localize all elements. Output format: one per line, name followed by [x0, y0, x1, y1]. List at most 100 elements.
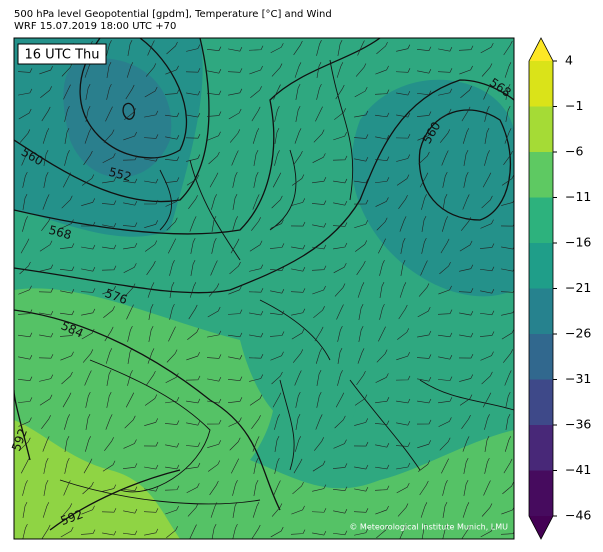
wind-barb: [106, 84, 112, 100]
wind-barb: [334, 415, 346, 429]
wind-barb: [501, 268, 514, 272]
wind-barb: [64, 458, 70, 474]
wind-barb: [251, 217, 261, 231]
wind-barb: [396, 462, 411, 470]
wind-barb: [105, 106, 113, 122]
wind-barb: [398, 195, 408, 210]
wind-barb: [39, 374, 54, 382]
wind-barb: [293, 458, 303, 474]
wind-barb: [273, 84, 281, 100]
wind-barb: [81, 267, 96, 272]
wind-barb: [229, 129, 241, 143]
wind-barb: [105, 348, 113, 364]
wind-barb: [125, 392, 135, 408]
wind-barb: [18, 397, 33, 403]
wind-barb: [81, 174, 95, 186]
wind-barb: [312, 285, 326, 295]
wind-barb: [379, 281, 385, 298]
wind-barb: [312, 244, 327, 250]
wind-barb: [126, 304, 134, 320]
wind-barb: [459, 310, 474, 316]
wind-barb: [43, 479, 49, 496]
wind-barb: [295, 392, 301, 408]
wind-barb: [354, 486, 369, 492]
wind-barb: [143, 199, 159, 205]
wind-barb: [270, 243, 285, 249]
wind-barb: [396, 174, 410, 186]
wind-barb: [253, 171, 259, 188]
wind-barb: [505, 105, 511, 122]
wind-barb: [62, 172, 72, 188]
wind-barb: [85, 392, 91, 408]
mid-region: [240, 337, 357, 433]
wind-barb: [165, 443, 180, 448]
wind-barb: [292, 481, 304, 495]
wind-barb: [39, 394, 53, 406]
wind-barb: [249, 65, 263, 75]
wind-barb: [395, 442, 411, 447]
wind-barb: [63, 480, 71, 496]
wind-barb: [334, 108, 347, 120]
wind-barb: [251, 106, 261, 122]
wind-barb: [463, 171, 469, 188]
wind-barb: [232, 172, 238, 188]
wind-barb: [228, 332, 243, 338]
wind-barb: [102, 530, 117, 536]
wind-barb: [144, 418, 159, 426]
wind-barb: [102, 484, 117, 492]
wind-barb: [122, 155, 138, 161]
wind-barb: [438, 376, 453, 381]
wind-barb: [165, 65, 179, 75]
colorbar-tick-label: −31: [565, 371, 591, 386]
wind-barb: [123, 131, 137, 141]
colorbar-extend-bottom: [529, 516, 553, 539]
wind-barb: [41, 524, 51, 539]
wind-barb: [102, 223, 117, 228]
wind-barb: [250, 86, 262, 99]
wind-barb: [503, 349, 514, 363]
wind-barb: [479, 331, 495, 337]
wind-barb: [357, 348, 365, 364]
wind-barb: [207, 330, 222, 338]
wind-barb: [39, 264, 54, 272]
wind-barb: [230, 238, 240, 254]
wind-barb: [272, 392, 282, 408]
wind-barb: [80, 288, 96, 293]
wind-barb: [209, 172, 219, 188]
wind-barb: [210, 502, 218, 518]
wind-barb: [124, 283, 136, 297]
wind-barb: [249, 374, 264, 382]
wind-barb: [125, 84, 135, 100]
colorbar-tick-label: −41: [565, 462, 591, 477]
wind-barb: [376, 41, 388, 55]
wind-barb: [440, 238, 450, 254]
wind-barb: [461, 106, 471, 122]
wind-barb: [311, 265, 327, 271]
wind-barb: [358, 303, 364, 320]
wind-barb: [147, 40, 155, 56]
wind-barb: [293, 40, 303, 56]
wind-barb: [123, 178, 138, 184]
wind-barb: [227, 309, 243, 315]
wind-barb: [165, 396, 180, 404]
wind-barb: [312, 223, 327, 228]
wind-barb: [274, 106, 280, 122]
wind-barb: [439, 261, 451, 275]
wind-barb: [396, 44, 411, 52]
wind-barb: [165, 505, 179, 515]
wind-barb: [502, 482, 514, 495]
wind-barb: [316, 84, 322, 100]
wind-barb: [39, 65, 53, 75]
wind-barb: [208, 151, 220, 165]
wind-barb: [146, 370, 156, 386]
wind-barb: [312, 530, 327, 536]
wind-barb: [123, 486, 138, 492]
wind-barb: [421, 194, 427, 210]
colorbar-tick-label: 4: [565, 53, 573, 68]
wind-barb: [22, 172, 28, 188]
wind-barb: [144, 486, 159, 492]
colorbar-band: [529, 288, 553, 334]
wind-barb: [164, 420, 180, 425]
wind-barb: [333, 486, 348, 492]
